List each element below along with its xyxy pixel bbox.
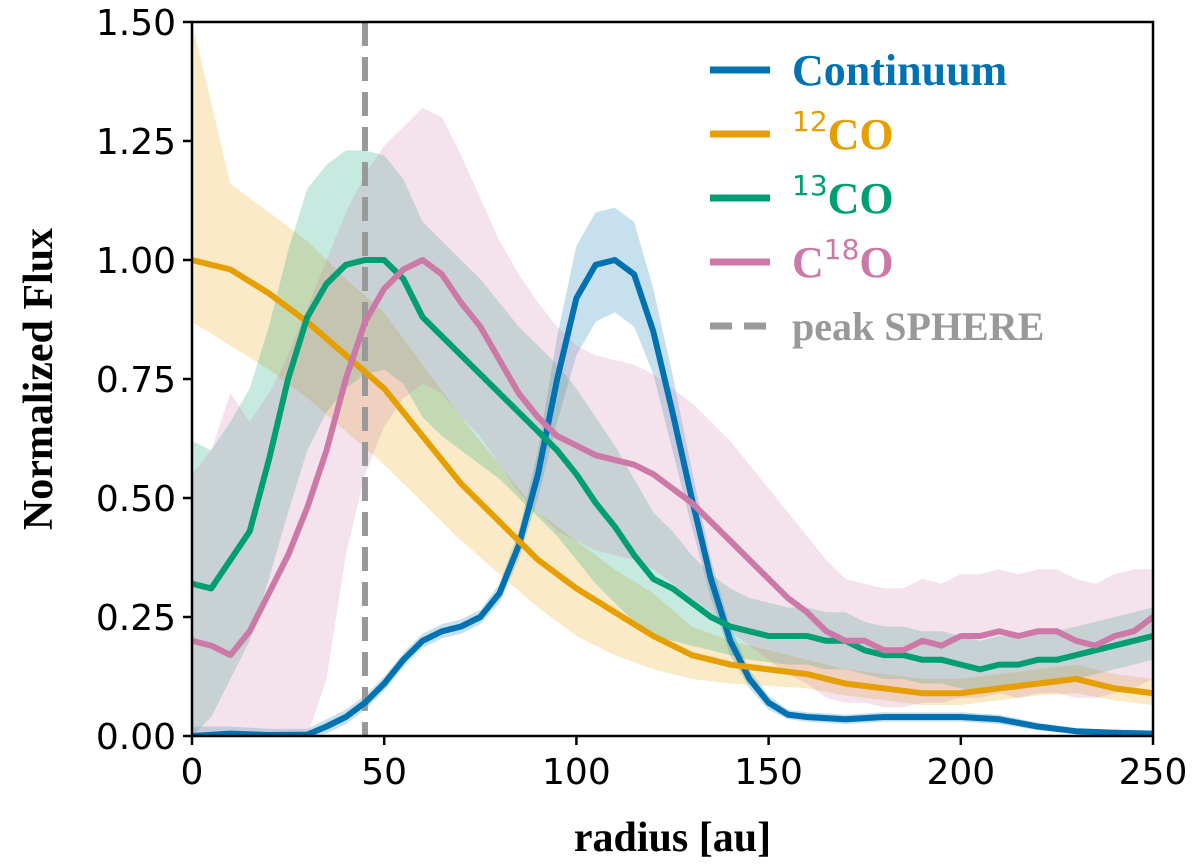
legend-label-peak-sphere: peak SPHERE xyxy=(792,304,1044,349)
line-13co xyxy=(192,257,1153,673)
y-tick-label: 0.00 xyxy=(96,717,176,758)
x-axis-ticks: 0 50 100 150 200 250 xyxy=(181,736,1188,793)
series-lines xyxy=(192,257,1153,736)
x-axis-label: radius [au] xyxy=(574,815,771,861)
x-tick-label: 50 xyxy=(361,752,407,793)
y-tick-label: 0.75 xyxy=(96,360,176,401)
legend: Continuum 12CO 13CO C18O peak SPHERE xyxy=(710,46,1044,349)
y-tick-label: 1.50 xyxy=(96,3,176,44)
legend-label-continuum: Continuum xyxy=(792,46,1007,95)
band-12co xyxy=(192,22,1153,706)
line-c18o xyxy=(192,257,1153,659)
y-tick-label: 1.25 xyxy=(96,122,176,163)
band-13co xyxy=(192,150,1153,736)
legend-label-c18o: C18O xyxy=(792,233,894,287)
legend-label-13co: 13CO xyxy=(792,169,894,223)
y-axis-label: Normalized Flux xyxy=(16,228,62,530)
y-tick-label: 0.25 xyxy=(96,598,176,639)
x-tick-label: 200 xyxy=(926,752,995,793)
legend-label-12co: 12CO xyxy=(792,105,894,159)
x-tick-label: 100 xyxy=(542,752,611,793)
y-tick-label: 1.00 xyxy=(96,241,176,282)
line-continuum xyxy=(192,257,1153,736)
y-tick-label: 0.50 xyxy=(96,479,176,520)
uncertainty-bands xyxy=(192,22,1153,736)
y-axis-ticks: 0.00 0.25 0.50 0.75 1.00 1.25 1.50 xyxy=(96,3,192,758)
x-tick-label: 150 xyxy=(734,752,803,793)
x-tick-label: 0 xyxy=(181,752,204,793)
x-tick-label: 250 xyxy=(1119,752,1188,793)
